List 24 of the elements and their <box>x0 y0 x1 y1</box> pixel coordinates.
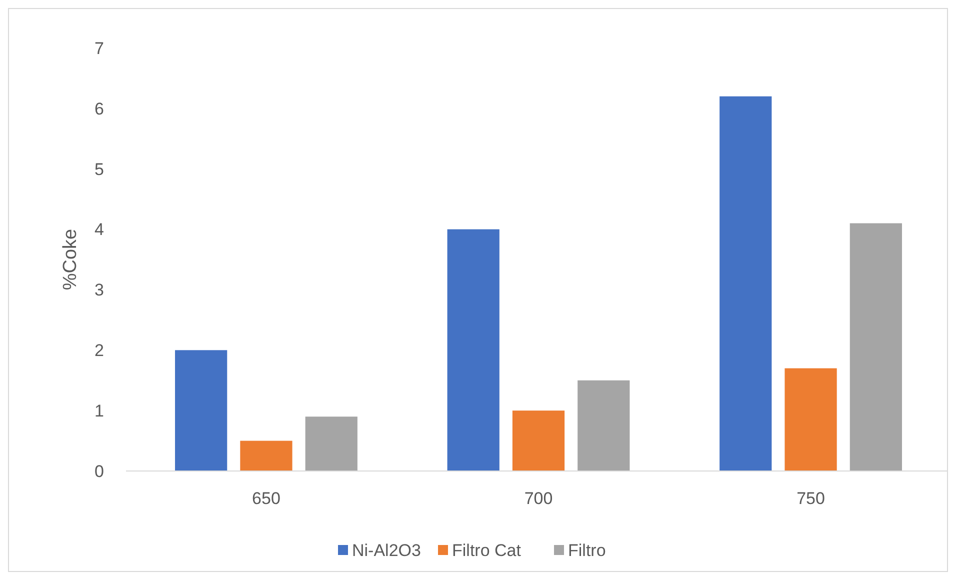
y-tick-label: 1 <box>94 402 104 421</box>
x-tick-label: 700 <box>524 489 553 508</box>
x-tick-label: 650 <box>252 489 280 508</box>
y-tick-label: 4 <box>94 220 104 240</box>
y-tick-label: 7 <box>94 38 104 58</box>
bar <box>305 416 358 471</box>
bar <box>447 229 500 471</box>
legend-label: Ni-Al2O3 <box>352 541 421 560</box>
bar <box>784 368 837 471</box>
legend-label: Filtro <box>568 541 606 560</box>
y-axis-title: %Coke <box>60 228 81 290</box>
bar <box>175 350 228 471</box>
y-tick-label: 6 <box>94 99 104 118</box>
y-tick-label: 5 <box>94 160 104 179</box>
bar <box>850 223 902 471</box>
y-tick-label: 2 <box>94 341 104 360</box>
bar <box>720 96 772 471</box>
x-tick-label: 750 <box>796 489 825 508</box>
bar <box>512 410 565 471</box>
y-tick-label: 3 <box>94 280 104 300</box>
bar <box>578 380 630 471</box>
y-tick-label: 0 <box>94 462 104 481</box>
bar <box>240 440 292 471</box>
legend-label: Filtro Cat <box>452 541 522 560</box>
